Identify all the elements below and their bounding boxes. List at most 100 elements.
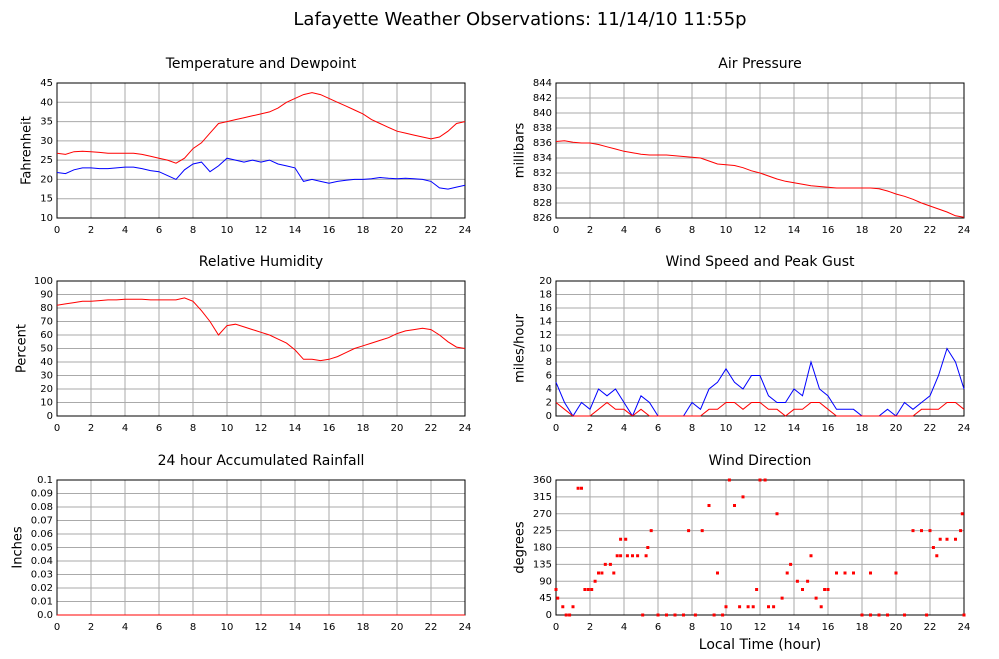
data-point — [721, 613, 725, 617]
y-axis-label: Inches — [11, 526, 26, 568]
data-point — [877, 613, 881, 617]
x-tick-label: 10 — [720, 423, 733, 434]
x-tick-label: 22 — [425, 423, 438, 434]
x-tick-label: 8 — [190, 622, 196, 633]
y-tick-label: 10 — [539, 344, 552, 355]
data-point — [682, 613, 685, 617]
x-tick-label: 6 — [156, 423, 162, 434]
plot-frame — [56, 82, 466, 219]
data-point — [785, 571, 789, 575]
data-point — [809, 554, 813, 558]
x-tick-label: 12 — [255, 225, 268, 236]
data-line — [56, 92, 466, 164]
data-point — [608, 562, 612, 566]
x-tick-label: 16 — [323, 622, 336, 633]
x-tick-label: 0 — [553, 225, 559, 236]
data-point — [712, 613, 716, 617]
x-axis-label: Local Time (hour) — [699, 637, 821, 653]
y-tick-label: 20 — [40, 174, 53, 185]
data-point — [741, 495, 745, 499]
data-line — [56, 157, 466, 190]
y-tick-label: 0.07 — [31, 516, 53, 527]
y-tick-label: 0.02 — [31, 583, 53, 594]
x-tick-label: 20 — [391, 225, 404, 236]
y-tick-label: 50 — [40, 344, 53, 355]
x-tick-label: 12 — [754, 423, 767, 434]
data-point — [656, 613, 660, 617]
y-tick-label: 40 — [40, 97, 53, 108]
y-tick-label: 0 — [546, 411, 552, 422]
data-point — [586, 588, 590, 591]
y-tick-label: 840 — [533, 108, 552, 119]
y-tick-label: 135 — [533, 559, 552, 570]
y-axis-label: degrees — [513, 521, 528, 574]
data-point — [843, 571, 847, 575]
x-tick-label: 0 — [54, 225, 60, 236]
data-point — [945, 537, 949, 541]
data-point — [806, 579, 810, 583]
y-tick-label: 0.09 — [31, 489, 53, 500]
plot-frame — [555, 280, 965, 417]
x-tick-label: 10 — [221, 423, 234, 434]
y-tick-label: 2 — [546, 398, 552, 409]
y-tick-label: 0.08 — [31, 502, 53, 513]
chart-title: Wind Direction — [709, 453, 812, 469]
data-point — [911, 529, 915, 533]
data-point — [624, 537, 628, 541]
x-tick-label: 22 — [425, 225, 438, 236]
x-tick-label: 24 — [958, 225, 971, 236]
x-tick-label: 4 — [122, 622, 128, 633]
y-axis-label: Percent — [15, 324, 30, 373]
y-tick-label: 100 — [34, 276, 53, 287]
data-point — [767, 605, 770, 609]
data-point — [826, 588, 830, 591]
data-point — [954, 537, 957, 541]
chart-title: Wind Speed and Peak Gust — [666, 254, 855, 270]
y-tick-label: 832 — [533, 168, 552, 179]
y-tick-label: 0.05 — [31, 543, 53, 554]
data-point — [920, 529, 923, 533]
data-point — [738, 605, 742, 609]
data-point — [580, 486, 583, 490]
data-point — [600, 571, 604, 575]
data-point — [733, 504, 736, 507]
y-tick-label: 0 — [546, 610, 552, 621]
data-point — [561, 605, 565, 609]
data-point — [649, 529, 653, 533]
x-tick-label: 16 — [822, 225, 835, 236]
data-point — [835, 571, 838, 575]
y-tick-label: 834 — [533, 153, 552, 164]
data-point — [886, 613, 889, 617]
y-tick-label: 10 — [40, 398, 53, 409]
x-tick-label: 14 — [788, 622, 801, 633]
y-tick-label: 12 — [539, 330, 552, 341]
x-tick-label: 6 — [655, 423, 661, 434]
x-tick-label: 12 — [255, 423, 268, 434]
x-tick-label: 14 — [289, 622, 302, 633]
x-tick-label: 0 — [553, 423, 559, 434]
x-tick-label: 22 — [924, 225, 937, 236]
x-tick-label: 8 — [689, 423, 695, 434]
y-tick-label: 70 — [40, 317, 53, 328]
x-tick-label: 0 — [54, 423, 60, 434]
y-tick-label: 0.06 — [31, 529, 53, 540]
y-tick-label: 18 — [539, 290, 552, 301]
x-tick-label: 2 — [587, 622, 593, 633]
x-tick-label: 10 — [221, 225, 234, 236]
x-tick-label: 16 — [822, 423, 835, 434]
data-point — [775, 512, 779, 516]
data-point — [755, 588, 759, 591]
y-tick-label: 8 — [546, 357, 552, 368]
x-tick-label: 6 — [156, 225, 162, 236]
data-point — [641, 613, 645, 617]
x-tick-label: 20 — [890, 622, 903, 633]
y-tick-label: 60 — [40, 330, 53, 341]
y-tick-label: 0.0 — [37, 610, 53, 621]
x-tick-label: 4 — [122, 225, 128, 236]
y-tick-label: 30 — [40, 371, 53, 382]
x-tick-label: 10 — [221, 622, 234, 633]
data-point — [789, 562, 793, 566]
y-tick-label: 360 — [533, 475, 552, 486]
x-tick-label: 10 — [720, 225, 733, 236]
x-tick-label: 8 — [689, 622, 695, 633]
